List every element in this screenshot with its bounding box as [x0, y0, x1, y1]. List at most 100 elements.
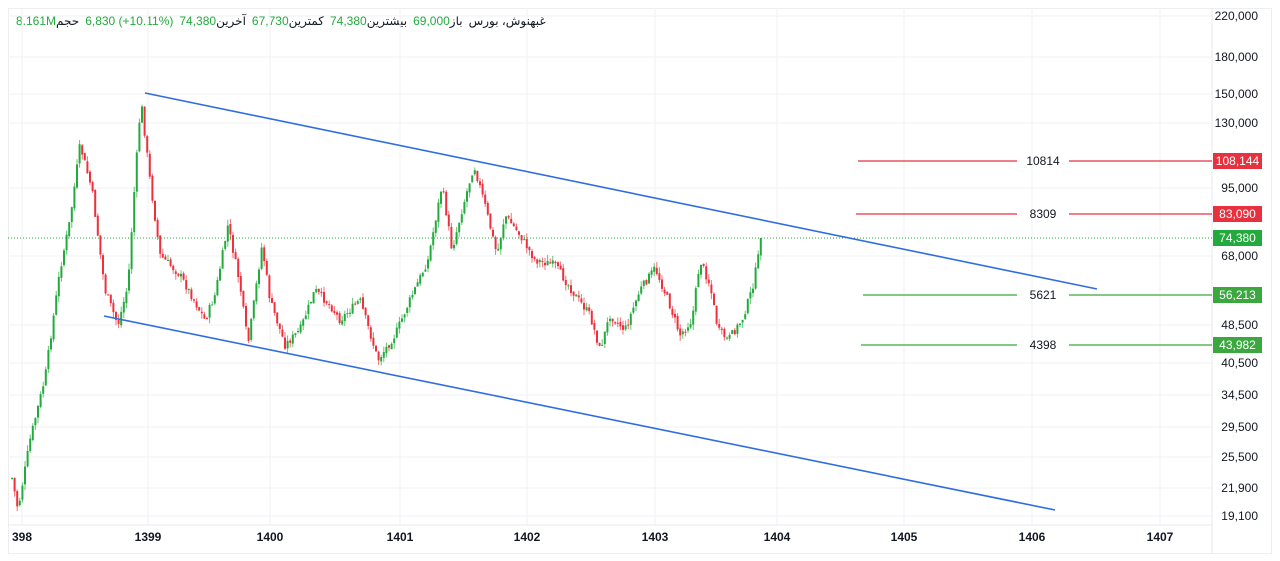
candle-body — [354, 303, 357, 305]
level-price-tag — [1213, 287, 1262, 303]
candle-body — [37, 405, 39, 418]
symbol-name[interactable]: غبهنوش، بورس — [468, 14, 546, 28]
candle-body — [104, 274, 107, 294]
candle-body — [728, 334, 731, 339]
candle-body — [55, 295, 58, 315]
candle-body — [229, 224, 232, 235]
trendlines[interactable] — [103, 92, 1098, 511]
candle-body — [757, 254, 760, 269]
candle-body — [502, 224, 505, 239]
candle-body — [281, 329, 284, 337]
candle-body — [468, 183, 471, 193]
candle-body — [700, 264, 702, 275]
candle-body — [47, 349, 50, 370]
time-axis[interactable]: 398 1399 1400 1401 1402 1403 1404 1405 1406 1407 — [12, 530, 1174, 544]
candle-body — [245, 305, 247, 327]
candle-body — [232, 235, 234, 253]
candle-body — [590, 311, 593, 325]
candle-body — [130, 232, 133, 270]
level-price-tag-text: 108,144 — [1216, 154, 1260, 168]
candle-body — [471, 175, 474, 183]
candle-body — [572, 291, 575, 296]
price-tick-label: 29,500 — [1221, 420, 1258, 434]
grid-lines — [8, 8, 1212, 525]
candle-body — [338, 313, 341, 323]
candle-body — [65, 234, 68, 251]
trendline-channel-top[interactable] — [144, 92, 1098, 290]
candle-body — [645, 279, 648, 285]
level-label: 4398 — [1030, 338, 1057, 352]
candle-body — [99, 235, 102, 255]
candle-body — [382, 352, 385, 358]
candle-body — [585, 307, 588, 311]
level-price-tag — [1213, 153, 1262, 169]
candle-body — [333, 310, 336, 313]
candle-body — [325, 301, 328, 304]
candle-body — [190, 289, 193, 300]
candle-body — [304, 315, 307, 320]
candle-body — [759, 238, 762, 256]
candle-body — [359, 298, 362, 301]
candle-body — [380, 356, 383, 362]
candle-body — [658, 273, 661, 281]
candle-body — [164, 256, 167, 260]
candle-body — [648, 273, 650, 284]
candle-body — [463, 201, 466, 214]
candle-body — [453, 244, 455, 249]
candle-body — [455, 232, 458, 244]
time-tick-label: 1406 — [1019, 530, 1046, 544]
price-tick-label: 130,000 — [1215, 116, 1259, 130]
candle-body — [336, 312, 338, 315]
candle-body — [198, 307, 201, 311]
candle-body — [713, 293, 715, 306]
candle-body — [398, 321, 401, 329]
candle-body — [31, 425, 34, 440]
candle-body — [112, 302, 115, 313]
price-tick-label: 34,500 — [1221, 388, 1258, 402]
candle-body — [505, 216, 507, 224]
candle-body — [216, 280, 219, 296]
volume-group: حجم8.161M — [16, 14, 79, 28]
candle-body — [60, 266, 63, 278]
candle-body — [528, 246, 531, 251]
candle-body — [731, 330, 734, 335]
candle-body — [551, 260, 554, 264]
candle-body — [707, 279, 710, 284]
candle-body — [42, 386, 45, 394]
candle-body — [78, 144, 81, 164]
price-tick-label: 68,000 — [1221, 249, 1258, 263]
candle-body — [388, 345, 390, 348]
candle-body — [203, 314, 206, 319]
candle-body — [674, 314, 676, 318]
candle-body — [265, 261, 268, 275]
candle-body — [81, 145, 84, 155]
candle-body — [268, 275, 271, 299]
candle-body — [720, 328, 723, 330]
candle-body — [694, 288, 697, 312]
candle-body — [424, 269, 427, 272]
candle-body — [567, 285, 570, 287]
trendline-channel-bottom[interactable] — [103, 315, 1056, 511]
candle-body — [294, 333, 297, 335]
candle-body — [603, 331, 606, 344]
candle-body — [458, 222, 461, 233]
candle-body — [174, 271, 177, 274]
candle-body — [34, 418, 37, 426]
candle-body — [315, 289, 318, 293]
candle-body — [484, 194, 487, 204]
candle-body — [169, 259, 172, 266]
horizontal-levels[interactable]: 10814 8309 5621 4398 — [856, 154, 1212, 352]
candle-body — [479, 181, 481, 186]
price-tick-label: 25,500 — [1221, 450, 1258, 464]
candle-body — [83, 153, 86, 161]
price-axis[interactable]: 220,000 180,000 150,000 130,000 95,000 68,000… — [1215, 9, 1259, 523]
candle-body — [260, 247, 263, 269]
candle-body — [744, 314, 747, 319]
candle-body — [161, 254, 164, 258]
candle-body — [115, 311, 117, 320]
high-label: بیشترین — [366, 14, 408, 28]
time-tick-label: 1400 — [257, 530, 284, 544]
candle-body — [330, 305, 333, 312]
candle-body — [369, 327, 372, 339]
